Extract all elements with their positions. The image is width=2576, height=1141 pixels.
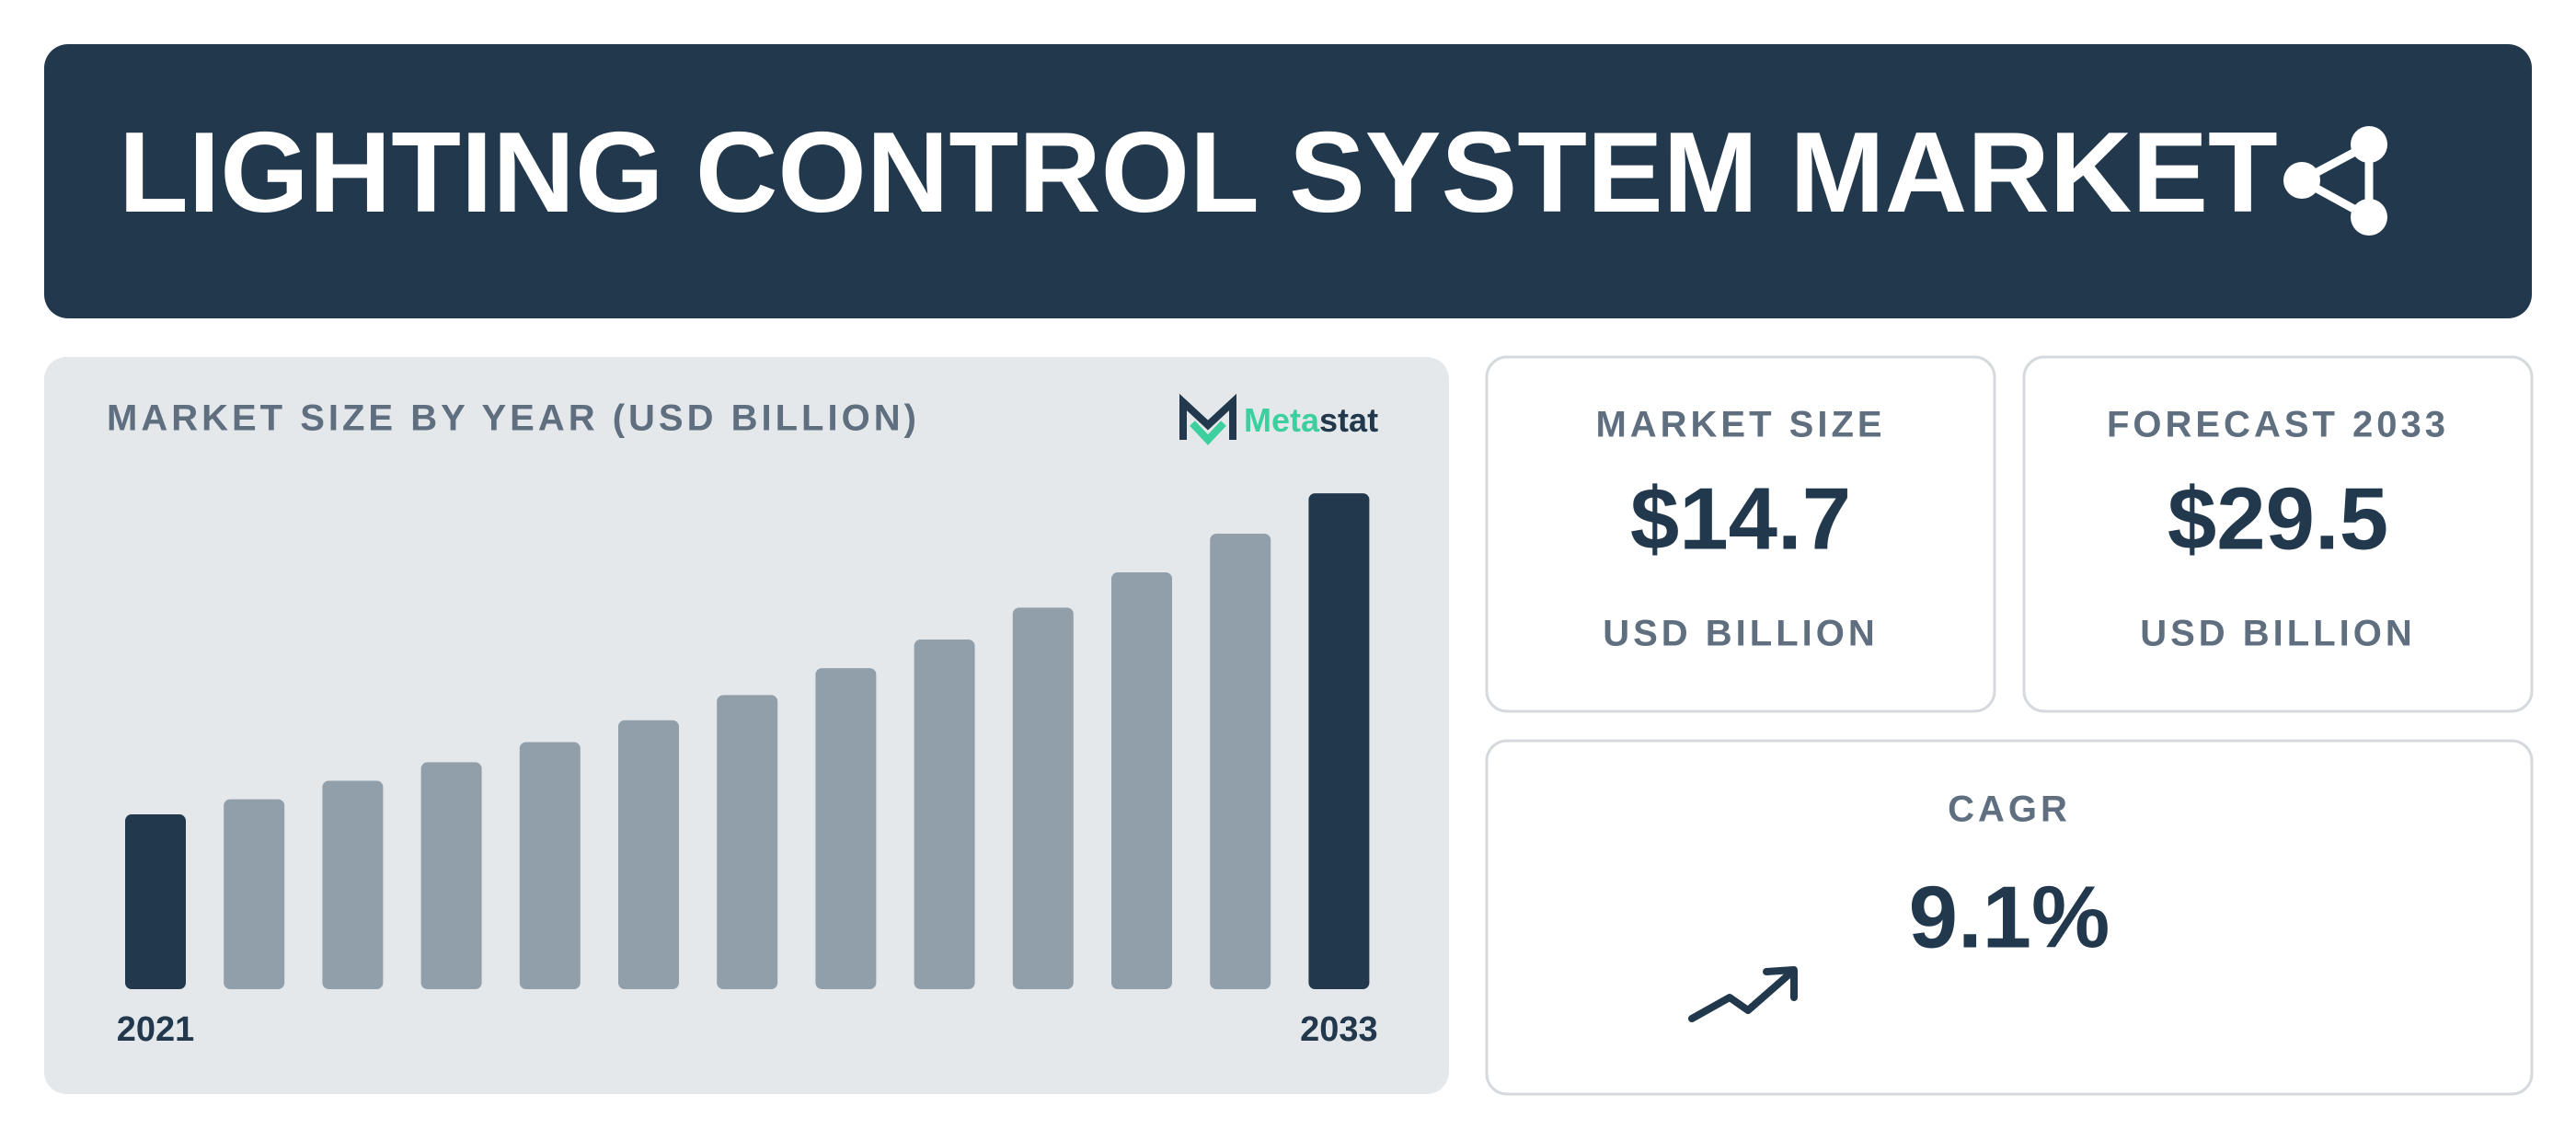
bar bbox=[618, 720, 679, 989]
bar bbox=[125, 814, 186, 989]
x-tick-label: 2033 bbox=[1300, 1010, 1378, 1049]
card bbox=[2022, 355, 2534, 713]
bar bbox=[420, 762, 482, 989]
bar bbox=[815, 668, 877, 989]
bar bbox=[1012, 607, 1074, 989]
bar bbox=[519, 742, 581, 989]
bar bbox=[1308, 493, 1370, 989]
card-unit: USD BILLION bbox=[2140, 614, 2416, 654]
x-tick-label: 2021 bbox=[117, 1010, 195, 1049]
card-unit: USD BILLION bbox=[1603, 614, 1879, 654]
share-icon[interactable] bbox=[2283, 126, 2387, 236]
bar bbox=[914, 640, 975, 989]
card-label: FORECAST 2033 bbox=[2107, 405, 2449, 445]
brand-part: stat bbox=[1319, 401, 1378, 439]
trend-icon bbox=[1688, 966, 1798, 1022]
brand-part: Meta bbox=[1244, 401, 1320, 439]
brand-logo: Metastat bbox=[1179, 393, 1378, 445]
bar bbox=[717, 695, 778, 989]
card-value: 9.1% bbox=[1909, 868, 2110, 966]
header-bar bbox=[44, 44, 2532, 318]
bar bbox=[1111, 571, 1172, 989]
card-label: MARKET SIZE bbox=[1595, 405, 1885, 445]
card-value: $14.7 bbox=[1630, 469, 1851, 568]
card-label: CAGR bbox=[1948, 789, 2071, 830]
bar bbox=[322, 780, 384, 989]
bar bbox=[224, 799, 285, 989]
card-value: $29.5 bbox=[2168, 469, 2388, 568]
chart-title: MARKET SIZE BY YEAR (USD BILLION) bbox=[107, 398, 920, 439]
card bbox=[1485, 355, 1996, 713]
brand-name: Metastat bbox=[1244, 401, 1378, 439]
page-title: LIGHTING CONTROL SYSTEM MARKET bbox=[119, 109, 2278, 236]
bar bbox=[1210, 533, 1271, 989]
